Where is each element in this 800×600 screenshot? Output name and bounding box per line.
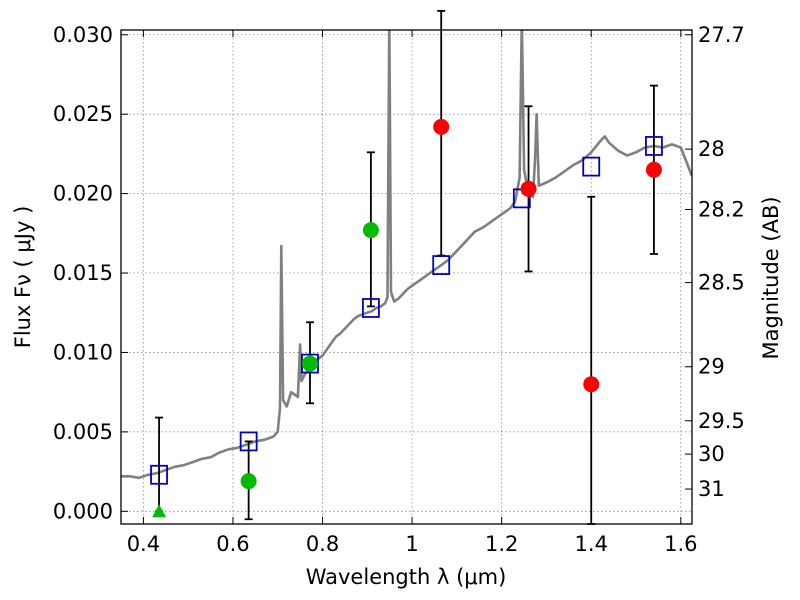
y-tick-label: 0.005 <box>53 420 113 444</box>
series-layer <box>121 30 692 480</box>
red-point <box>645 161 662 178</box>
y-tick-label: 0.015 <box>53 261 113 285</box>
y2-axis-label: Magnitude (AB) <box>759 196 783 359</box>
x-tick-label: 1.6 <box>664 532 697 556</box>
x-tick-label: 0.8 <box>306 532 339 556</box>
detection-point <box>362 222 379 239</box>
upper-limit-triangle <box>152 504 167 518</box>
detection-point <box>240 473 257 490</box>
model-photometry-square <box>239 431 258 452</box>
y-tick-label: 0.000 <box>53 499 113 523</box>
ticks <box>121 30 692 524</box>
model-photometry-square <box>582 156 601 177</box>
x-tick-label: 1 <box>405 532 418 556</box>
model-photometry-square <box>645 136 663 156</box>
y2-tick-label: 31 <box>698 477 725 501</box>
tick-labels: 0.4 0.6 0.8 1 1.2 1.4 1.6 0.000 0.005 0.010 0.015 0… <box>53 23 745 556</box>
model-spectrum-line <box>121 30 692 480</box>
model-photometry-square <box>361 298 380 318</box>
x-tick-label: 1.2 <box>485 532 518 556</box>
y2-tick-label: 28.5 <box>698 271 745 295</box>
y2-tick-label: 29 <box>698 355 725 379</box>
y2-tick-label: 27.7 <box>698 23 745 47</box>
detection-point <box>301 355 318 372</box>
x-tick-label: 1.4 <box>575 532 608 556</box>
model-photometry-square <box>432 255 451 275</box>
y-tick-label: 0.025 <box>53 102 113 126</box>
y2-tick-label: 28 <box>698 137 725 161</box>
plot-frame <box>120 29 693 525</box>
markers <box>150 118 663 518</box>
y-axis-label: Flux Fν ( μJy ) <box>11 206 35 349</box>
model-photometry-square <box>150 464 168 485</box>
y-tick-label: 0.010 <box>53 340 113 364</box>
y2-tick-label: 29.5 <box>698 409 745 433</box>
x-tick-label: 0.6 <box>216 532 249 556</box>
x-axis-label: Wavelength λ (μm) <box>306 565 507 589</box>
y-tick-label: 0.020 <box>53 182 113 206</box>
red-point <box>583 376 600 393</box>
plot-background <box>121 30 692 524</box>
red-point <box>520 180 537 197</box>
y2-tick-label: 30 <box>698 442 725 466</box>
red-point <box>433 118 450 135</box>
y2-tick-label: 28.2 <box>698 197 745 221</box>
y-tick-label: 0.030 <box>53 23 113 47</box>
grid <box>121 30 692 524</box>
x-tick-label: 0.4 <box>127 532 160 556</box>
